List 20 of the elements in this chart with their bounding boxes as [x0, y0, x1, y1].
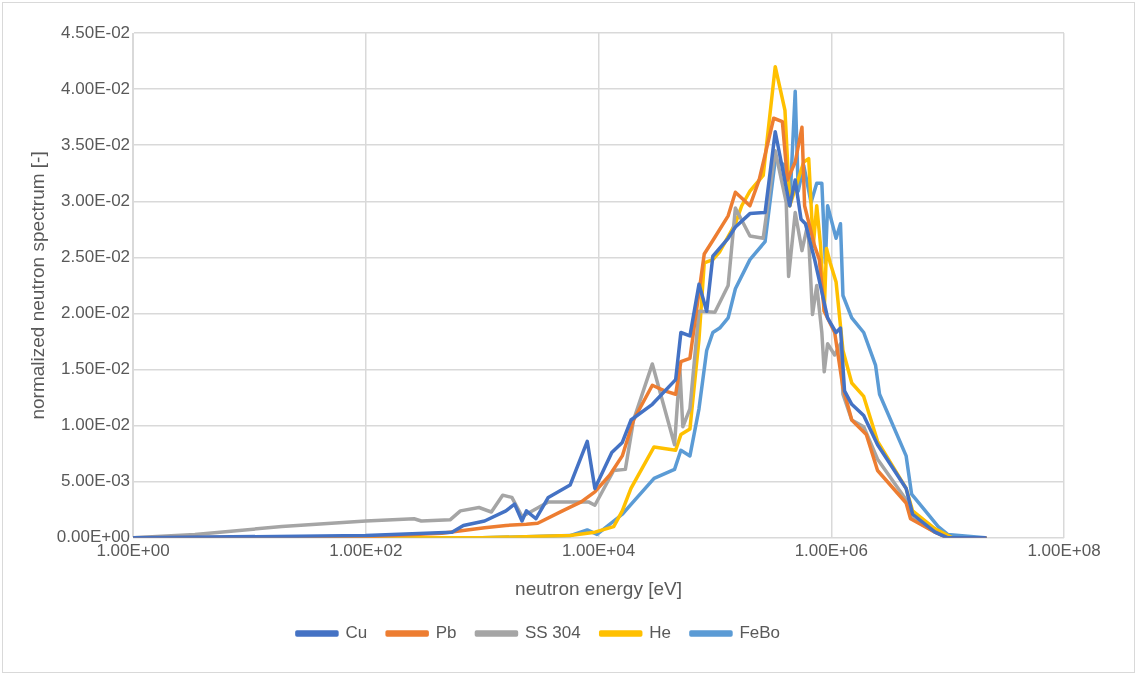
y-tick-label: 4.00E-02: [61, 78, 131, 98]
legend-label: Cu: [345, 623, 368, 643]
legend-label: Pb: [435, 623, 457, 643]
y-tick-label: 3.00E-02: [61, 190, 131, 210]
y-axis-title: normalized neutron spectrum [-]: [26, 151, 48, 420]
y-tick-label: 3.50E-02: [61, 134, 131, 154]
y-tick-label: 1.00E-02: [61, 415, 131, 435]
x-tick-label: 1.00E+04: [561, 540, 636, 560]
y-tick-label: 1.50E-02: [61, 359, 131, 379]
legend-label: He: [649, 623, 671, 643]
legend-label: FeBo: [739, 623, 781, 643]
y-tick-label: 5.00E-03: [61, 471, 131, 491]
x-axis-title: neutron energy [eV]: [515, 577, 682, 599]
x-tick-label: 1.00E+06: [794, 540, 868, 560]
y-tick-label: 4.50E-02: [61, 22, 131, 42]
y-tick-label: 2.00E-02: [61, 303, 131, 323]
legend-label: SS 304: [524, 623, 581, 643]
x-tick-label: 1.00E+02: [329, 540, 403, 560]
x-tick-label: 1.00E+08: [1027, 540, 1101, 560]
y-tick-label: 2.50E-02: [61, 247, 131, 267]
